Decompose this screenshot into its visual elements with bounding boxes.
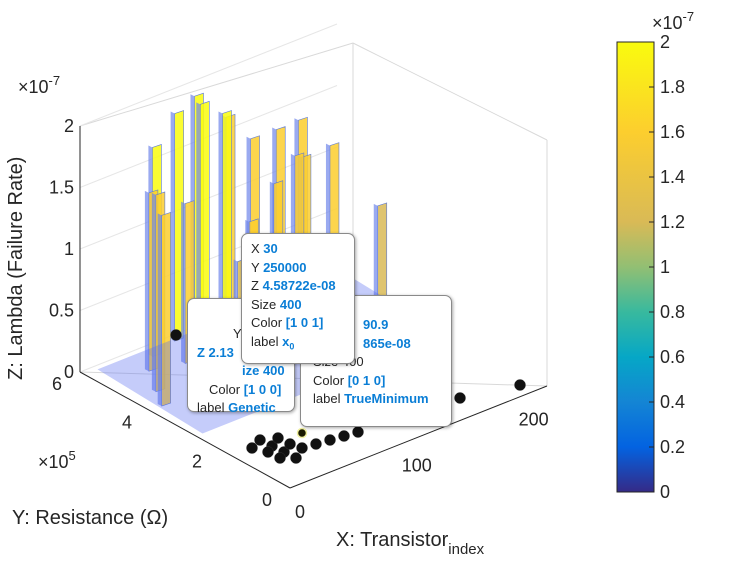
scatter-marker	[310, 438, 322, 450]
bar-mark	[157, 211, 171, 407]
scatter-marker	[352, 426, 364, 438]
datatip-genetic-label: label Genetic	[197, 400, 276, 415]
datatip-x0-y: Y 250000	[251, 259, 307, 275]
bar-mark	[218, 110, 232, 330]
y-tick-label: 6	[52, 374, 62, 394]
z-tick-label: 2	[64, 116, 74, 136]
colorbar-tick-label: 1.4	[660, 167, 685, 187]
datatip-trueminimum-color: Color [0 1 0]	[313, 372, 386, 388]
scatter-marker	[284, 438, 296, 450]
bar-mark	[170, 110, 184, 342]
datatip-x0-x: X 30	[251, 241, 278, 256]
z-gridline	[79, 23, 338, 127]
datatip-genetic-z: Z 2.13	[197, 344, 234, 360]
z-tick-label: 0.5	[49, 301, 74, 321]
datatip-trueminimum-z: 865e-08	[363, 335, 411, 351]
bar-face	[222, 110, 232, 330]
datatip-x0-size: Size 400	[251, 296, 302, 312]
z-tick-label: 0	[64, 362, 74, 382]
x-axis-label: X: Transistorindex	[336, 529, 485, 558]
bar-side	[157, 213, 162, 407]
scatter-marker	[514, 379, 526, 391]
bar-side	[151, 192, 156, 392]
bar-side	[181, 201, 186, 364]
scatter-marker	[246, 442, 258, 454]
colorbar-tick-label: 1.8	[660, 77, 685, 97]
datatip-genetic-y: Y	[233, 326, 242, 341]
colorbar-tick-label: 1.6	[660, 122, 685, 142]
scatter-marker	[454, 392, 466, 404]
x-tick-label: 0	[295, 502, 305, 522]
datatip-trueminimum-x: 90.9	[363, 317, 389, 332]
datatip-x0[interactable]: X 30 Y 250000 Z 4.58722e-08 Size 400 Col…	[241, 233, 355, 364]
colorbar-tick-label: 1	[660, 257, 670, 277]
z-tick-labels: 0 0.5 1 1.5 2	[49, 116, 74, 382]
x-tick-label: 200	[519, 409, 549, 429]
scatter-marker	[324, 434, 336, 446]
bar-side	[170, 111, 175, 342]
colorbar-tick-labels: 0 0.2 0.4 0.6 0.8 1 1.2 1.4 1.6 1.8 2	[649, 32, 685, 502]
scatter-marker	[272, 432, 284, 444]
colorbar-multiplier: ×10-7	[652, 9, 694, 33]
datatip-genetic-color: Color [1 0 0]	[209, 381, 282, 397]
colorbar-tick-label: 0.2	[660, 437, 685, 457]
y-tick-label: 4	[122, 413, 132, 433]
bar-side	[196, 102, 201, 345]
datatip-x0-label: label x0	[251, 333, 295, 352]
trueminimum-marker	[296, 427, 308, 439]
y-tick-label: 2	[192, 451, 202, 471]
scatter-marker	[338, 430, 350, 442]
x-tick-labels: 0 100 200	[295, 409, 549, 522]
colorbar-tick-label: 1.2	[660, 212, 685, 232]
bar-side	[218, 111, 223, 329]
y-multiplier: ×105	[38, 448, 76, 472]
scatter-marker	[274, 452, 286, 464]
scatter-marker	[290, 452, 302, 464]
z-tick-label: 1	[64, 239, 74, 259]
y-axis-label: Y: Resistance (Ω)	[12, 507, 168, 529]
scatter-marker	[296, 442, 308, 454]
datatip-x0-z: Z 4.58722e-08	[251, 278, 336, 293]
datatip-genetic-size: ize 400	[242, 363, 285, 378]
y-tick-labels: 0 2 4 6	[52, 374, 272, 510]
colorbar	[616, 41, 655, 493]
colorbar-tick-label: 0.4	[660, 392, 685, 412]
colorbar-tick-label: 0.8	[660, 302, 685, 322]
scatter-marker	[254, 434, 266, 446]
scatter-marker	[262, 446, 274, 458]
scatter-marker	[170, 329, 182, 341]
datatip-trueminimum-label: label TrueMinimum	[313, 391, 429, 406]
colorbar-tick-label: 2	[660, 32, 670, 52]
front-axes	[79, 126, 548, 489]
x-tick-label: 100	[402, 456, 432, 476]
z-multiplier: ×10-7	[18, 73, 60, 97]
z-tick-label: 1.5	[49, 178, 74, 198]
colorbar-tick-label: 0	[660, 482, 670, 502]
y-tick-label: 0	[262, 490, 272, 510]
bar-side	[144, 190, 149, 372]
z-axis-label: Z: Lambda (Failure Rate)	[5, 157, 27, 380]
datatip-x0-color: Color [1 0 1]	[251, 315, 324, 330]
colorbar-tick-label: 0.6	[660, 347, 685, 367]
